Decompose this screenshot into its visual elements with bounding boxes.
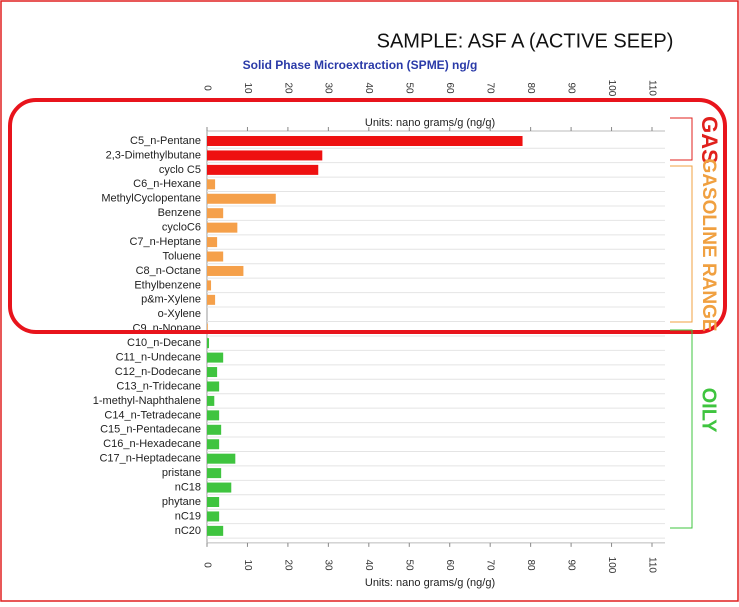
bar	[207, 381, 220, 392]
y-tick-label: C8_n-Octane	[136, 265, 201, 277]
bar	[207, 193, 276, 204]
y-tick-label: C6_n-Hexane	[133, 178, 201, 190]
y-tick-label: C16_n-Hexadecane	[103, 438, 201, 450]
x-tick-label: 0	[201, 85, 212, 91]
y-tick-label: Ethylbenzene	[134, 279, 201, 291]
bar	[207, 468, 222, 479]
bar	[207, 525, 224, 536]
y-tick-label: 2,3-Dimethylbutane	[106, 149, 201, 161]
y-tick-label: o-Xylene	[158, 308, 201, 320]
x-tick-label: 60	[444, 82, 455, 94]
y-tick-label: cyclo C5	[159, 164, 201, 176]
bar	[207, 265, 244, 276]
y-tick-label: MethylCyclopentane	[101, 193, 201, 205]
bar	[207, 179, 216, 190]
x-tick-label: 30	[323, 559, 334, 571]
y-tick-label: C17_n-Heptadecane	[99, 453, 201, 465]
x-tick-label: 50	[404, 559, 415, 571]
x-tick-label: 10	[242, 82, 253, 94]
bar	[207, 338, 210, 349]
oily-bracket	[670, 329, 693, 529]
bar	[207, 280, 212, 291]
x-tick-label: 110	[646, 80, 657, 96]
bar	[207, 222, 238, 233]
bar	[207, 164, 319, 175]
bar	[207, 323, 208, 334]
bar	[207, 482, 232, 493]
y-tick-label: C15_n-Pentadecane	[100, 424, 201, 436]
bar	[207, 208, 224, 219]
x-tick-label: 20	[282, 559, 293, 571]
y-tick-label: C14_n-Tetradecane	[104, 409, 201, 421]
y-tick-label: C12_n-Dodecane	[115, 366, 201, 378]
bar	[207, 150, 323, 161]
bar	[207, 395, 215, 406]
y-tick-label: nC19	[175, 510, 201, 522]
x-tick-label: 70	[485, 559, 496, 571]
bar	[207, 439, 220, 450]
bar	[207, 352, 224, 363]
x-tick-label: 60	[444, 559, 455, 571]
brackets	[670, 117, 693, 529]
x-tick-label: 70	[485, 82, 496, 94]
y-tick-label: nC20	[175, 525, 201, 537]
range-label: GAS	[697, 116, 722, 164]
bar	[207, 237, 218, 248]
x-tick-label: 30	[323, 82, 334, 94]
bar	[207, 367, 218, 378]
x-tick-label: 20	[282, 82, 293, 94]
x-tick-label: 0	[201, 562, 212, 568]
x-tick-label: 80	[525, 82, 536, 94]
x-tick-label: 90	[565, 559, 576, 571]
x-axis-label: Units: nano grams/g (ng/g)	[365, 117, 495, 129]
chart-subtitle: Solid Phase Microextraction (SPME) ng/g	[243, 58, 478, 72]
gas-bracket	[670, 117, 693, 161]
plot: 0 0 10 10 20 20 30 30 40 40 50 50 60 60 70 70 80 80 90 90 10…	[93, 80, 665, 574]
y-tick-label: C13_n-Tridecane	[116, 380, 201, 392]
y-tick-label: C11_n-Undecane	[116, 352, 201, 364]
bar	[207, 497, 220, 507]
x-tick-label: 40	[363, 82, 374, 94]
y-tick-label: nC18	[175, 481, 201, 493]
x-tick-label: 80	[525, 559, 536, 571]
x-tick-label: 100	[606, 80, 617, 97]
bar	[207, 136, 523, 146]
x-tick-label: 110	[646, 557, 657, 573]
y-tick-label: pristane	[162, 467, 201, 479]
range-label: OILY	[698, 388, 720, 433]
x-tick-label: 50	[404, 82, 415, 94]
x-tick-label: 90	[565, 82, 576, 94]
bar	[207, 453, 236, 464]
x-tick-label: 100	[606, 557, 617, 574]
chart-title: SAMPLE: ASF A (ACTIVE SEEP)	[377, 30, 674, 52]
gasoline-bracket	[670, 165, 693, 323]
bar	[207, 251, 224, 262]
y-tick-label: 1-methyl-Naphthalene	[93, 395, 201, 407]
x-tick-label: 10	[242, 559, 253, 571]
bar	[207, 410, 220, 421]
x-axis-label: Units: nano grams/g (ng/g)	[365, 577, 495, 589]
bar	[207, 424, 222, 435]
bar	[207, 294, 216, 305]
bar	[207, 511, 220, 522]
y-tick-label: C5_n-Pentane	[130, 135, 201, 147]
y-tick-label: C7_n-Heptane	[129, 236, 201, 248]
highlight-box	[8, 98, 727, 334]
y-tick-label: phytane	[162, 496, 201, 508]
range-label: GASOLINE RANGE	[698, 158, 719, 331]
y-tick-label: Benzene	[158, 207, 201, 219]
y-tick-label: p&m-Xylene	[141, 294, 201, 306]
x-tick-label: 40	[363, 559, 374, 571]
y-tick-label: C10_n-Decane	[127, 337, 201, 349]
y-tick-label: cycloC6	[162, 222, 201, 234]
y-tick-label: Toluene	[162, 250, 201, 262]
